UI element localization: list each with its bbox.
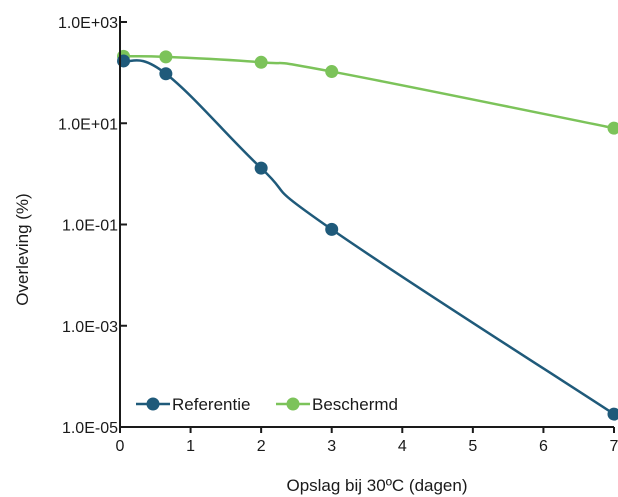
data-point	[325, 222, 339, 236]
y-tick-label: 1.0E+01	[58, 116, 118, 133]
legend: Referentie Beschermd	[136, 395, 398, 414]
y-tick-label: 1.0E-05	[62, 420, 118, 437]
legend-item-referentie: Referentie	[136, 395, 250, 414]
data-point	[254, 161, 268, 175]
x-tick-label: 2	[257, 438, 266, 455]
data-point	[159, 50, 173, 64]
data-point	[325, 65, 339, 79]
x-tick-label: 6	[539, 438, 548, 455]
series-beschermd	[117, 49, 618, 135]
legend-marker	[146, 397, 160, 411]
x-tick-label: 0	[116, 438, 125, 455]
legend-label: Referentie	[172, 395, 250, 414]
data-point	[254, 55, 268, 69]
data-point	[159, 67, 173, 81]
x-tick-label: 7	[610, 438, 618, 455]
series-layer	[117, 49, 618, 421]
data-point	[607, 407, 618, 421]
y-tick-label: 1.0E+03	[58, 15, 118, 32]
series-line	[123, 54, 615, 130]
legend-marker	[286, 397, 300, 411]
series-referentie	[117, 54, 618, 421]
x-axis-title: Opslag bij 30ºC (dagen)	[286, 476, 467, 495]
legend-item-beschermd: Beschermd	[276, 395, 398, 414]
x-tick-label: 3	[327, 438, 336, 455]
data-point	[117, 54, 131, 68]
y-axis-title: Overleving (%)	[13, 193, 32, 305]
x-tick-label: 1	[186, 438, 195, 455]
x-tick-label: 4	[398, 438, 407, 455]
axes-layer	[119, 16, 614, 428]
y-tick-label: 1.0E-03	[62, 319, 118, 336]
data-point	[607, 121, 618, 135]
y-tick-label: 1.0E-01	[62, 218, 118, 235]
ticks-layer: 0 1 2 3 4 5 6 7 1.0E+03 1.0E+01 1.0E-01 1.0E-03 1.0E…	[58, 15, 618, 455]
x-tick-label: 5	[468, 438, 477, 455]
legend-label: Beschermd	[312, 395, 398, 414]
